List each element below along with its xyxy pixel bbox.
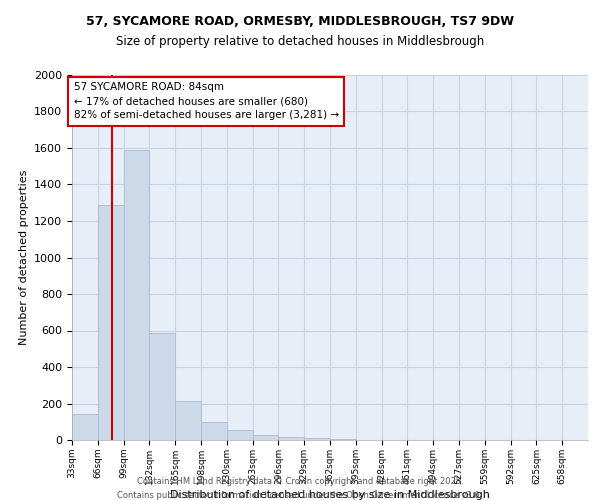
- Bar: [227, 430, 253, 440]
- Bar: [253, 436, 278, 440]
- Bar: [278, 438, 304, 440]
- X-axis label: Distribution of detached houses by size in Middlesbrough: Distribution of detached houses by size …: [170, 490, 490, 500]
- Text: Contains public sector information licensed under the Open Government Licence v3: Contains public sector information licen…: [118, 491, 482, 500]
- Text: 57 SYCAMORE ROAD: 84sqm
← 17% of detached houses are smaller (680)
82% of semi-d: 57 SYCAMORE ROAD: 84sqm ← 17% of detache…: [74, 82, 338, 120]
- Text: 57, SYCAMORE ROAD, ORMESBY, MIDDLESBROUGH, TS7 9DW: 57, SYCAMORE ROAD, ORMESBY, MIDDLESBROUG…: [86, 15, 514, 28]
- Bar: [72, 414, 98, 440]
- Y-axis label: Number of detached properties: Number of detached properties: [19, 170, 29, 345]
- Bar: [304, 438, 330, 440]
- Bar: [98, 204, 124, 440]
- Bar: [124, 150, 149, 440]
- Bar: [175, 401, 201, 440]
- Bar: [330, 439, 356, 440]
- Text: Size of property relative to detached houses in Middlesbrough: Size of property relative to detached ho…: [116, 35, 484, 48]
- Bar: [149, 333, 175, 440]
- Text: Contains HM Land Registry data © Crown copyright and database right 2025.: Contains HM Land Registry data © Crown c…: [137, 478, 463, 486]
- Bar: [201, 422, 227, 440]
